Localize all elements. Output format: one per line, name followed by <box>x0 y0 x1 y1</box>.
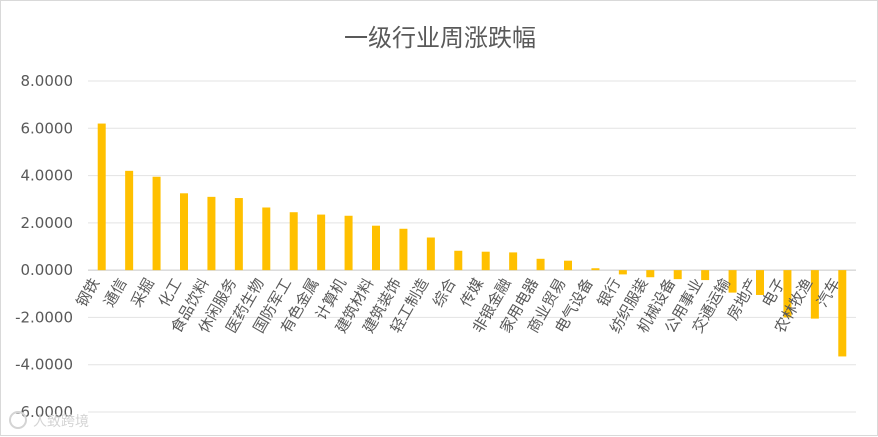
y-tick-label: 0.0000 <box>21 261 74 279</box>
gridlines <box>88 80 856 413</box>
x-tick-label: 通信 <box>100 275 131 310</box>
y-tick-label: 8.0000 <box>21 72 74 90</box>
bar <box>289 212 298 271</box>
y-axis-ticks: -6.0000 -4.0000 -2.0000 0.0000 2.0000 4.0000 6… <box>15 72 73 421</box>
x-tick-label: 钢铁 <box>73 275 104 310</box>
bar <box>646 270 655 278</box>
watermark-logo-icon <box>9 411 27 429</box>
bar <box>454 250 463 271</box>
y-tick-label: -2.0000 <box>15 308 73 326</box>
x-axis-ticks: 钢铁通信采掘化工食品饮料休闲服务医药生物国防军工有色金属计算机建筑材料建筑装饰轻… <box>73 275 844 336</box>
x-tick-label: 采掘 <box>127 275 158 310</box>
bars <box>97 123 847 357</box>
x-tick-label: 综合 <box>429 275 460 310</box>
y-tick-label: -6.0000 <box>15 403 73 421</box>
bar <box>344 215 353 271</box>
bar <box>262 207 271 271</box>
bar <box>180 193 188 271</box>
bar <box>399 228 408 271</box>
bar <box>509 252 518 271</box>
bar <box>426 237 435 271</box>
y-tick-label: -4.0000 <box>15 356 73 374</box>
bar <box>701 270 710 281</box>
bar <box>234 198 243 271</box>
bar <box>125 170 134 271</box>
bar <box>317 214 326 271</box>
bar <box>673 270 682 280</box>
bar <box>783 270 792 318</box>
y-tick-label: 2.0000 <box>21 214 74 232</box>
bar <box>564 260 572 271</box>
bar <box>618 270 627 275</box>
bar <box>207 196 216 271</box>
bar <box>728 270 737 293</box>
bar <box>372 225 380 271</box>
bar <box>838 270 847 357</box>
bar <box>481 251 490 271</box>
y-tick-label: 6.0000 <box>21 119 74 137</box>
bar <box>591 268 600 271</box>
bar <box>97 123 106 271</box>
bar <box>756 270 764 295</box>
watermark-text: 人致跨境 <box>33 414 89 430</box>
bar <box>536 258 545 271</box>
bar <box>152 176 161 271</box>
watermark: 人致跨境 <box>9 411 89 430</box>
y-tick-label: 4.0000 <box>21 167 74 185</box>
chart-title: 一级行业周涨跌幅 <box>344 24 536 52</box>
bar <box>810 270 819 319</box>
